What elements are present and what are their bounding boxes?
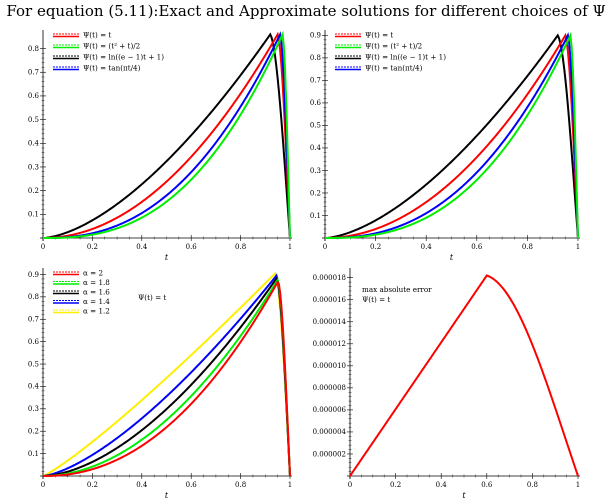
annotation-text: Ψ(t) = t: [362, 295, 390, 304]
y-tick-label: 0.1: [310, 212, 321, 220]
chart-panel-bottom-right: 0.000002 0.000004 0.000006 0.000008 0.000010…: [313, 268, 580, 500]
legend-label: Ψ(t) = t: [365, 31, 393, 40]
x-tick-label: 1: [576, 481, 580, 489]
legend-label: α = 1.6: [83, 288, 110, 297]
y-tick-label: 0.9: [310, 32, 321, 40]
y-tick-label: 0.7: [28, 316, 39, 324]
y-tick-label: 0.000002: [313, 450, 346, 458]
x-tick-label: 0.8: [527, 481, 538, 489]
chart-panel-top-left: 0.1 0.2 0.3 0.4 0.5 0.6 0.7 0.8 0 0.2 0.4 0.6 0.8 1 t Ψ…: [28, 30, 292, 262]
legend-label: Ψ(t) = (t² + t)/2: [83, 42, 140, 51]
x-tick-label: 0.6: [471, 243, 483, 251]
legend-label: Ψ(t) = tan(πt/4): [365, 64, 423, 73]
x-tick-label: 0.8: [235, 243, 246, 251]
x-tick-label: 0: [348, 481, 352, 489]
y-tick-label: 0.3: [28, 163, 39, 171]
x-tick-label: 0.8: [522, 243, 533, 251]
series-line: [42, 31, 291, 239]
chart-panel-bottom-left: 0.1 0.2 0.3 0.4 0.5 0.6 0.7 0.8 0.9 0 0.2 0.4 0.6 0.8…: [28, 268, 292, 500]
series-line: [43, 30, 291, 239]
x-axis-label: t: [462, 491, 466, 500]
y-tick-label: 0.000016: [313, 296, 347, 304]
legend-label: Ψ(t) = ln((e − 1)t + 1): [83, 53, 164, 62]
y-tick-label: 0.4: [28, 383, 40, 391]
y-tick-label: 0.4: [310, 144, 322, 152]
x-tick-label: 0.6: [186, 243, 198, 251]
x-axis-label: t: [165, 253, 169, 262]
y-tick-label: 0.2: [310, 189, 321, 197]
series-line: [42, 276, 291, 477]
y-tick-label: 0.9: [28, 271, 39, 279]
x-tick-label: 0: [323, 243, 327, 251]
x-tick-label: 0.4: [136, 481, 148, 489]
y-tick-label: 0.000006: [313, 406, 347, 414]
y-tick-label: 0.8: [28, 45, 39, 53]
x-tick-label: 0.2: [87, 481, 98, 489]
legend-label: α = 1.2: [83, 307, 110, 316]
y-tick-label: 0.5: [28, 360, 39, 368]
series-line: [42, 271, 291, 477]
annotation-text: max absolute error: [362, 285, 432, 294]
series-line: [42, 277, 291, 477]
figure-title: For equation (5.11):Exact and Approximat…: [6, 2, 606, 20]
legend-label: α = 1.8: [83, 278, 110, 287]
x-tick-label: 1: [288, 243, 292, 251]
y-tick-label: 0.3: [28, 405, 39, 413]
y-tick-label: 0.8: [310, 54, 321, 62]
series-line: [324, 33, 579, 239]
x-tick-label: 0.2: [390, 481, 401, 489]
series-line: [325, 32, 579, 239]
y-tick-label: 0.7: [310, 77, 321, 85]
y-tick-label: 0.5: [28, 116, 39, 124]
legend-label: α = 1.4: [83, 297, 110, 306]
series-line: [42, 32, 291, 239]
y-tick-label: 0.2: [28, 187, 39, 195]
y-tick-label: 0.7: [28, 69, 39, 77]
y-tick-label: 0.6: [28, 92, 40, 100]
x-tick-label: 1: [288, 481, 292, 489]
y-tick-label: 0.000004: [313, 428, 347, 436]
y-tick-label: 0.000018: [313, 274, 346, 282]
annotation-text: Ψ(t) = t: [138, 293, 166, 302]
y-tick-label: 0.1: [28, 450, 39, 458]
y-tick-label: 0.6: [310, 99, 322, 107]
y-tick-label: 0.000008: [313, 384, 346, 392]
chart-panel-top-right: 0.1 0.2 0.3 0.4 0.5 0.6 0.7 0.8 0.9 0 0.2 0.4 0.6 0.8…: [310, 30, 580, 262]
y-tick-label: 0.8: [28, 293, 39, 301]
legend-label: α = 2: [83, 269, 103, 278]
series-line: [43, 31, 291, 239]
y-tick-label: 0.000014: [313, 318, 347, 326]
y-tick-label: 0.000012: [313, 340, 346, 348]
x-tick-label: 0.4: [136, 243, 148, 251]
series-line: [43, 280, 291, 477]
x-tick-label: 0.4: [436, 481, 448, 489]
y-tick-label: 0.6: [28, 338, 40, 346]
legend-label: Ψ(t) = ln((e − 1)t + 1): [365, 53, 446, 62]
x-tick-label: 1: [576, 243, 580, 251]
series-line: [325, 31, 579, 239]
legend-label: Ψ(t) = t: [83, 31, 111, 40]
x-tick-label: 0: [41, 243, 45, 251]
y-tick-label: 0.000010: [313, 362, 346, 370]
x-axis-label: t: [450, 253, 454, 262]
legend-label: Ψ(t) = tan(πt/4): [83, 64, 141, 73]
x-tick-label: 0.6: [481, 481, 493, 489]
y-tick-label: 0.4: [28, 140, 40, 148]
x-axis-label: t: [165, 491, 169, 500]
x-tick-label: 0: [41, 481, 45, 489]
x-tick-label: 0.2: [87, 243, 98, 251]
series-line: [42, 273, 291, 477]
y-tick-label: 0.3: [310, 167, 321, 175]
series-line: [349, 274, 579, 477]
y-tick-label: 0.2: [28, 428, 39, 436]
x-tick-label: 0.4: [421, 243, 433, 251]
series-line: [324, 32, 579, 239]
x-tick-label: 0.2: [370, 243, 381, 251]
legend-label: Ψ(t) = (t² + t)/2: [365, 42, 422, 51]
y-tick-label: 0.5: [310, 122, 321, 130]
x-tick-label: 0.8: [235, 481, 246, 489]
y-tick-label: 0.1: [28, 211, 39, 219]
x-tick-label: 0.6: [186, 481, 198, 489]
